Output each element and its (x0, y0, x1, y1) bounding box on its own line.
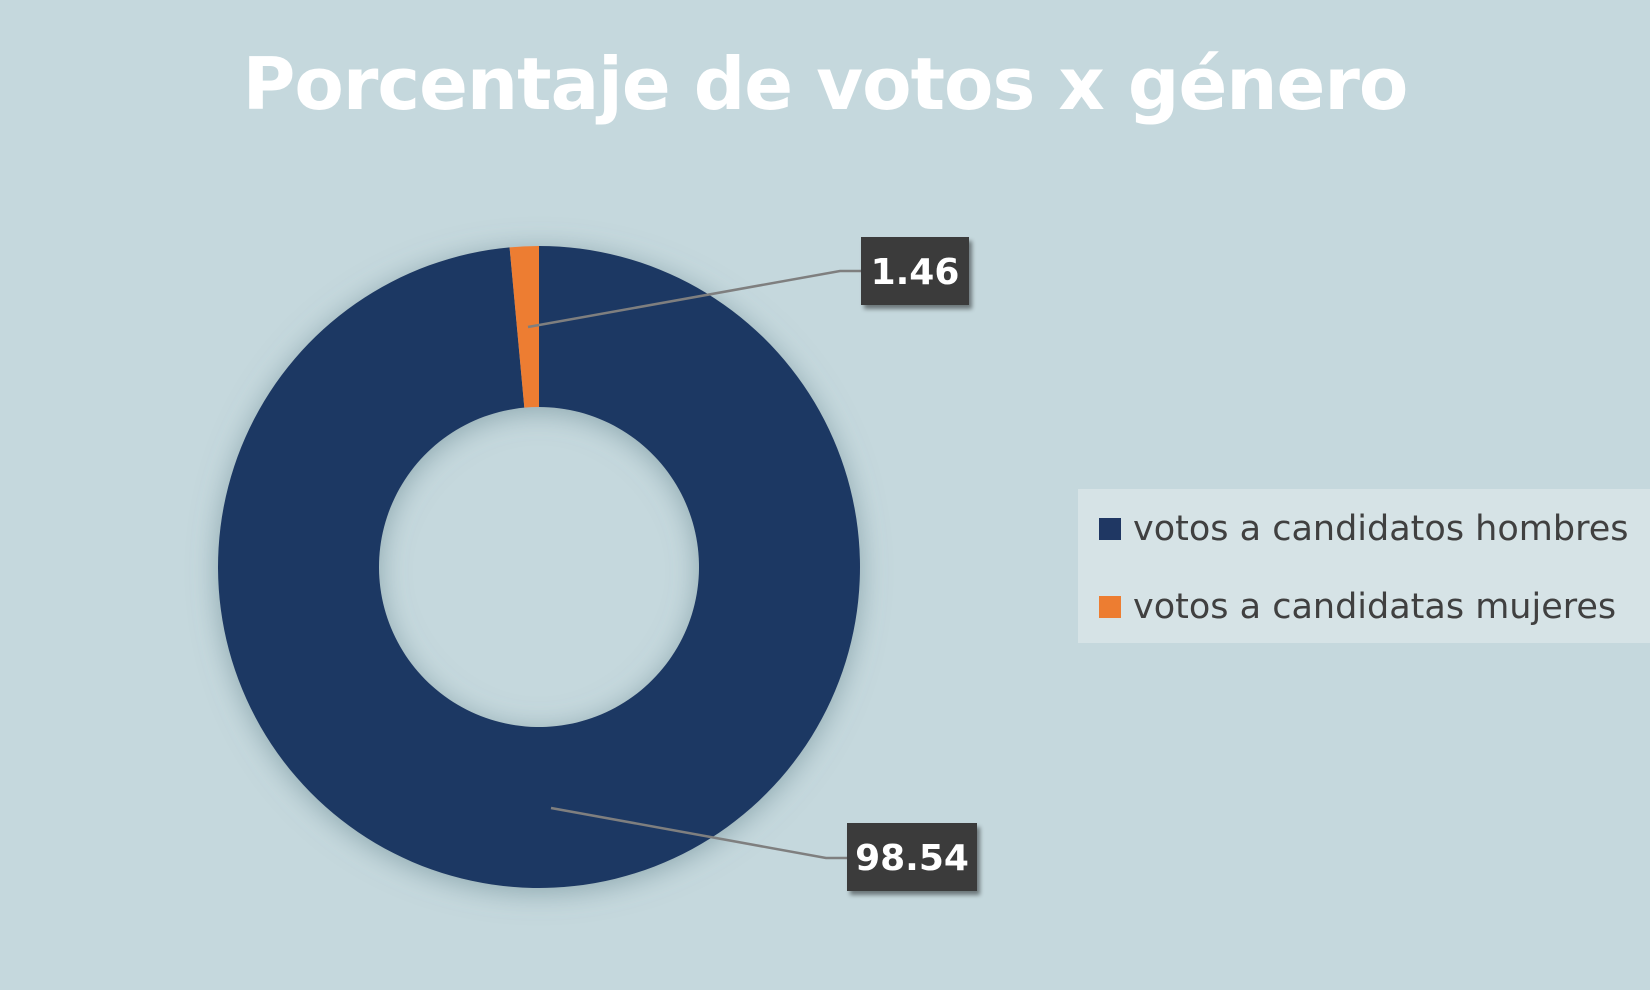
leader-line-votos-a-candidatas-mujeres (527, 269, 861, 329)
legend-label-hombres: votos a candidatos hombres (1133, 509, 1629, 549)
data-label-text-votos-a-candidatas-mujeres: 1.46 (871, 252, 960, 293)
leader-line-votos-a-candidatos-hombres (550, 806, 847, 860)
data-label-votos-a-candidatos-hombres: 98.54 (847, 823, 977, 891)
legend-swatch-hombres (1099, 518, 1121, 540)
legend-item-mujeres: votos a candidatas mujeres (1099, 587, 1650, 627)
donut-slice-votos-a-candidatas-mujeres (509, 246, 539, 408)
legend-swatch-mujeres (1099, 596, 1121, 618)
chart-title: Porcentaje de votos x género (242, 42, 1409, 126)
legend-item-hombres: votos a candidatos hombres (1099, 509, 1650, 549)
chart-legend: votos a candidatos hombres votos a candi… (1078, 489, 1650, 643)
legend-label-mujeres: votos a candidatas mujeres (1133, 587, 1617, 627)
donut-slice-votos-a-candidatos-hombres (218, 246, 861, 888)
data-label-votos-a-candidatas-mujeres: 1.46 (861, 237, 969, 305)
data-label-text-votos-a-candidatos-hombres: 98.54 (855, 838, 969, 879)
